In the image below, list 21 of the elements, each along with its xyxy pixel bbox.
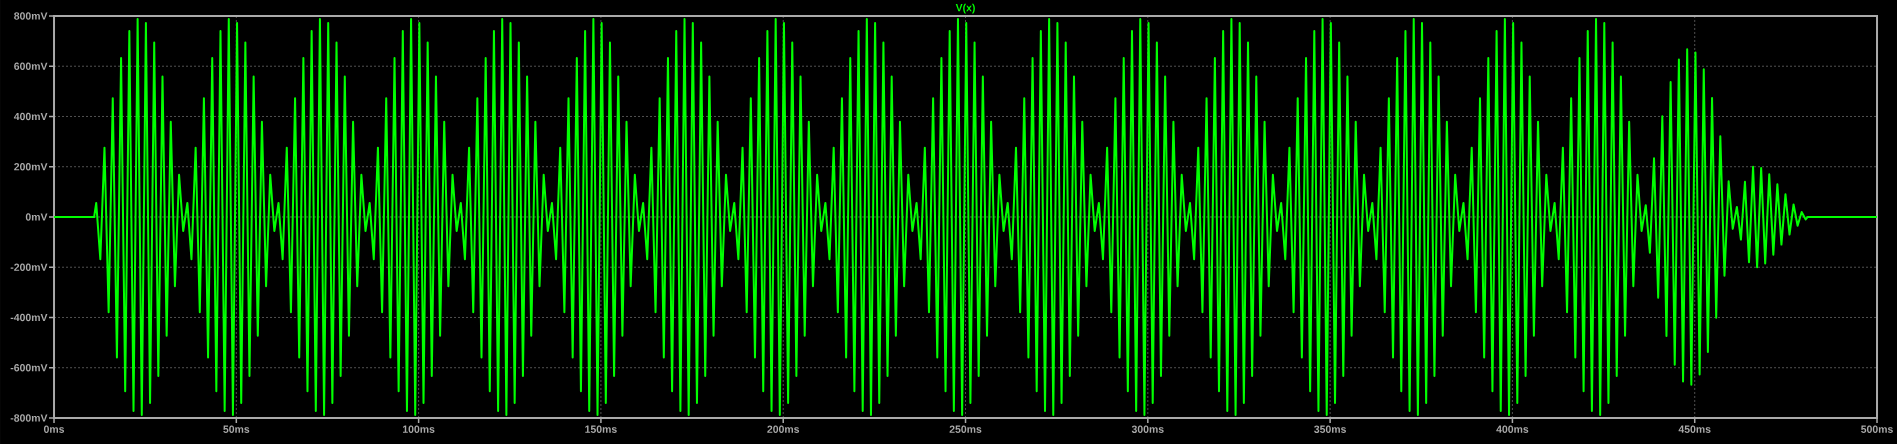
x-tick-label: 350ms [1314, 425, 1346, 433]
y-tick-label: -200mV [10, 263, 48, 271]
x-tick-label: 250ms [949, 425, 982, 433]
y-tick-label: -400mV [10, 313, 48, 322]
x-tick-label: 100ms [402, 425, 435, 433]
y-tick-label: 0mV [25, 213, 48, 221]
x-tick-label: 150ms [585, 425, 617, 433]
x-tick-label: 200ms [767, 425, 800, 433]
y-tick-label: -600mV [10, 364, 48, 372]
y-tick-label: 400mV [13, 112, 48, 121]
x-tick-label: 300ms [1131, 425, 1164, 433]
y-tick-label: -800mV [10, 414, 48, 422]
x-tick-label: 450ms [1678, 425, 1711, 433]
y-tick-label: 600mV [14, 62, 48, 70]
x-tick-label: 0ms [43, 425, 65, 433]
x-tick-label: 500ms [1861, 425, 1893, 433]
x-tick-label: 50ms [223, 425, 250, 433]
y-tick-label: 200mV [14, 163, 48, 171]
series-label: V(x) [955, 3, 975, 14]
y-tick-label: 800mV [14, 12, 48, 20]
x-tick-label: 400ms [1496, 425, 1529, 433]
